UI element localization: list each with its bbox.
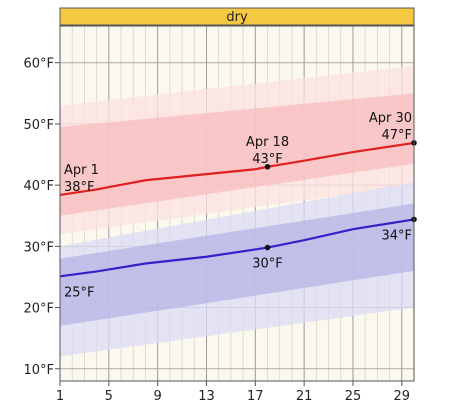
- low-temp-label: 25°F: [64, 285, 95, 300]
- y-tick-label: 10°F: [23, 363, 54, 378]
- date-label: Apr 18: [246, 135, 289, 150]
- y-tick-label: 30°F: [23, 240, 54, 255]
- x-tick-label: 21: [296, 389, 313, 404]
- x-tick-label: 9: [154, 389, 162, 404]
- x-tick-label: 17: [247, 389, 264, 404]
- season-strip-bar: [59, 7, 415, 26]
- y-tick-label: 40°F: [23, 179, 54, 194]
- annotations: Apr 1 38°F Apr 18 43°F Apr 30 47°F 25°F 30°F 34°…: [64, 111, 412, 300]
- low-temp-label: 30°F: [252, 257, 283, 272]
- season-strip: dry: [59, 7, 415, 26]
- axes: 10°F 20°F 30°F 40°F 50°F 60°F 1 5 9 13 17 21 25 29: [23, 25, 415, 404]
- plot-frame: [59, 25, 415, 382]
- series-1-inner-band: [60, 203, 414, 326]
- series-1-line: [59, 218, 415, 278]
- series-0-line: [59, 141, 415, 197]
- season-strip-label: dry: [226, 10, 248, 25]
- x-tick-label: 13: [198, 389, 215, 404]
- x-tick-label: 29: [394, 389, 411, 404]
- high-temp-label: 47°F: [381, 128, 412, 143]
- high-temp-label: 43°F: [252, 152, 283, 167]
- x-tick-label: 5: [105, 389, 113, 404]
- data-point-marker: [264, 163, 271, 170]
- y-tick-label: 60°F: [23, 57, 54, 72]
- high-temp-label: 38°F: [64, 180, 95, 195]
- y-tick-label: 50°F: [23, 118, 54, 133]
- series-lines: [59, 141, 415, 278]
- x-tick-label: 1: [56, 389, 64, 404]
- data-point-marker: [264, 244, 271, 251]
- date-label: Apr 30: [369, 111, 412, 126]
- series-0-inner-band: [60, 93, 414, 216]
- y-tick-label: 20°F: [23, 302, 54, 317]
- temperature-bands: [60, 65, 414, 357]
- low-temp-label: 34°F: [381, 228, 412, 243]
- date-label: Apr 1: [64, 163, 99, 178]
- x-tick-label: 25: [345, 389, 362, 404]
